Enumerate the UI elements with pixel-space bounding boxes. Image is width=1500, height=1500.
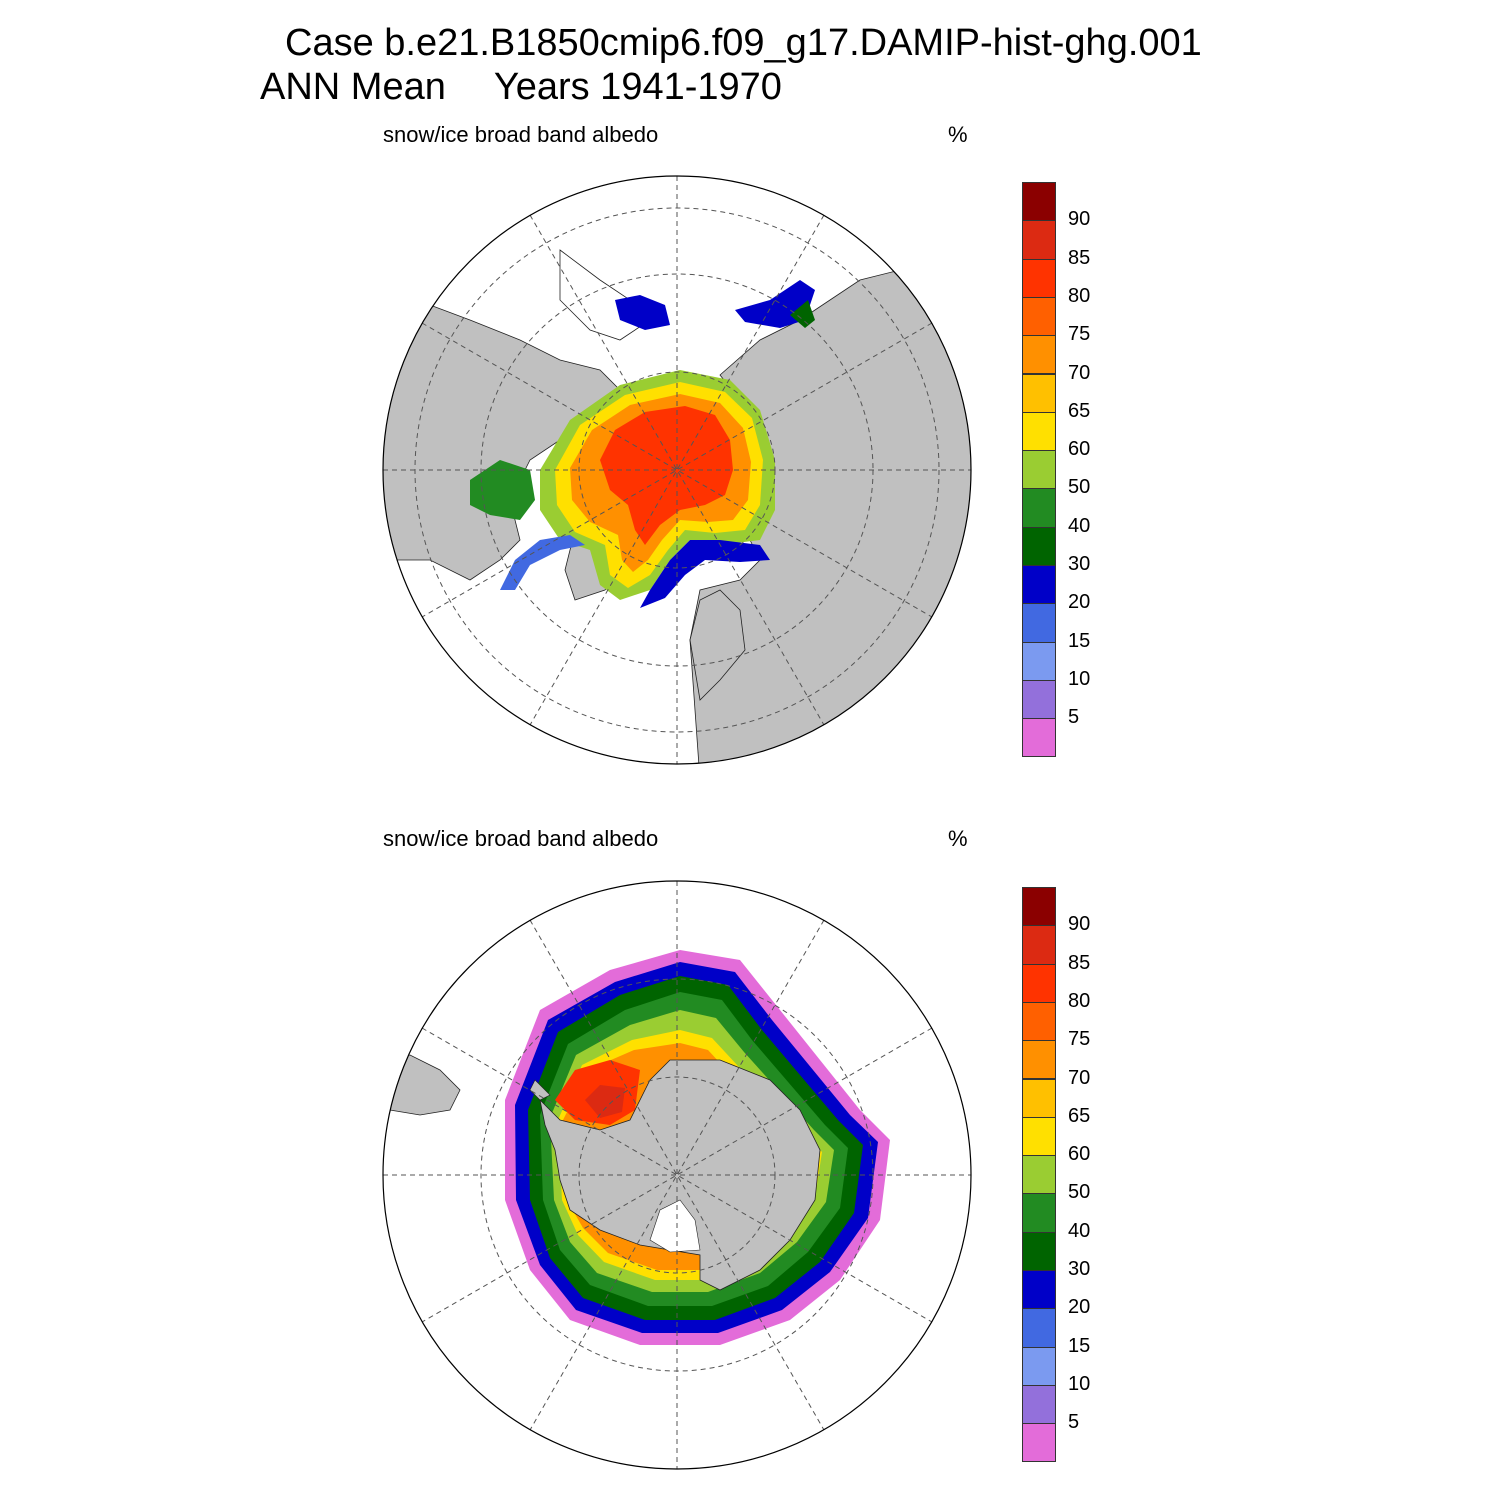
colorbar-swatch (1022, 1308, 1056, 1348)
colorbar-swatch (1022, 1193, 1056, 1233)
south-panel-units: % (948, 826, 968, 851)
season-label: ANN Mean (260, 66, 446, 108)
colorbar-swatch (1022, 1270, 1056, 1310)
colorbar-tick-label: 30 (1068, 1258, 1091, 1280)
colorbar-swatch (1022, 450, 1056, 490)
colorbar-swatch (1022, 526, 1056, 566)
colorbar-tick-label: 40 (1068, 1219, 1091, 1242)
colorbar-swatch (1022, 258, 1056, 298)
colorbar-tick-label: 40 (1068, 514, 1091, 537)
colorbar-swatch (1022, 488, 1056, 528)
colorbar-tick-label: 65 (1068, 1104, 1091, 1127)
years-label: Years 1941-1970 (493, 66, 782, 108)
colorbar-tick-label: 50 (1068, 476, 1091, 499)
colorbar-tick-label: 20 (1068, 1296, 1091, 1319)
colorbar-swatch (1022, 1384, 1056, 1425)
north-polar-map (382, 175, 972, 765)
colorbar-swatch (1022, 1423, 1056, 1463)
colorbar-swatch (1022, 565, 1056, 605)
scandinavia-land (689, 589, 746, 701)
colorbar-swatch (1022, 411, 1056, 452)
colorbar-swatch (1022, 1346, 1056, 1386)
colorbar-tick-label: 10 (1068, 1372, 1091, 1395)
colorbar-tick-label: 90 (1068, 208, 1091, 231)
colorbar-tick-label: 15 (1068, 1334, 1091, 1357)
colorbar-tick-label: 80 (1068, 284, 1091, 307)
north-panel-title: snow/ice broad band albedo (383, 122, 659, 147)
colorbar-tick-label: 70 (1068, 1066, 1091, 1089)
colorbar-swatch (1022, 220, 1056, 260)
colorbar-swatch (1022, 679, 1056, 720)
colorbar-swatch (1022, 963, 1056, 1003)
colorbar-swatch (1022, 1231, 1056, 1271)
colorbar-swatch (1022, 1078, 1056, 1118)
colorbar-swatch (1022, 1040, 1056, 1080)
ross-ice-shelf (649, 1199, 701, 1253)
colorbar-tick-label: 60 (1068, 438, 1091, 461)
colorbar-swatch (1022, 887, 1056, 927)
okhotsk-green (790, 300, 815, 328)
colorbar-swatch (1022, 335, 1056, 375)
north-panel-units: % (948, 122, 968, 147)
colorbar-swatch (1022, 718, 1056, 758)
colorbar-swatch (1022, 1001, 1056, 1042)
colorbar-tick-label: 65 (1068, 399, 1091, 422)
colorbar-swatch (1022, 1116, 1056, 1157)
colorbar-tick-label: 85 (1068, 951, 1091, 974)
north-graticule (383, 176, 971, 764)
colorbar-tick-label: 75 (1068, 323, 1091, 346)
colorbar-tick-label: 5 (1068, 706, 1080, 729)
colorbar-tick-label: 15 (1068, 629, 1091, 652)
colorbar-swatch (1022, 641, 1056, 681)
colorbar-tick-label: 20 (1068, 591, 1091, 614)
colorbar-tick-label: 5 (1068, 1411, 1080, 1434)
weddell-sea-core (585, 1085, 625, 1118)
colorbar-tick-label: 85 (1068, 246, 1091, 269)
colorbar-swatch (1022, 1155, 1056, 1195)
atlantic-ice-edge (640, 540, 770, 608)
colorbar-tick-label: 60 (1068, 1143, 1091, 1166)
labrador-ice-edge (500, 535, 585, 590)
south-polar-map (382, 880, 972, 1470)
antarctic-peninsula (529, 1079, 551, 1101)
colorbar-swatch (1022, 603, 1056, 643)
colorbar-tick-label: 80 (1068, 989, 1091, 1012)
bering-sea-ice (615, 295, 670, 330)
colorbar-swatch (1022, 182, 1056, 222)
colorbar-swatch (1022, 925, 1056, 965)
colorbar-tick-label: 10 (1068, 667, 1091, 690)
colorbar-tick-label: 50 (1068, 1181, 1091, 1204)
colorbar-swatch (1022, 296, 1056, 337)
south-graticule (383, 881, 971, 1469)
colorbar-swatch (1022, 373, 1056, 413)
colorbar-tick-label: 70 (1068, 361, 1091, 384)
south-panel-title: snow/ice broad band albedo (383, 826, 659, 851)
hudson-bay-ice (470, 460, 535, 520)
period-title: ANN Mean Years 1941-1970 (260, 66, 782, 109)
case-title: Case b.e21.B1850cmip6.f09_g17.DAMIP-hist… (285, 22, 1202, 64)
colorbar-tick-label: 90 (1068, 913, 1091, 936)
colorbar-tick-label: 30 (1068, 553, 1091, 575)
colorbar-tick-label: 75 (1068, 1028, 1091, 1051)
